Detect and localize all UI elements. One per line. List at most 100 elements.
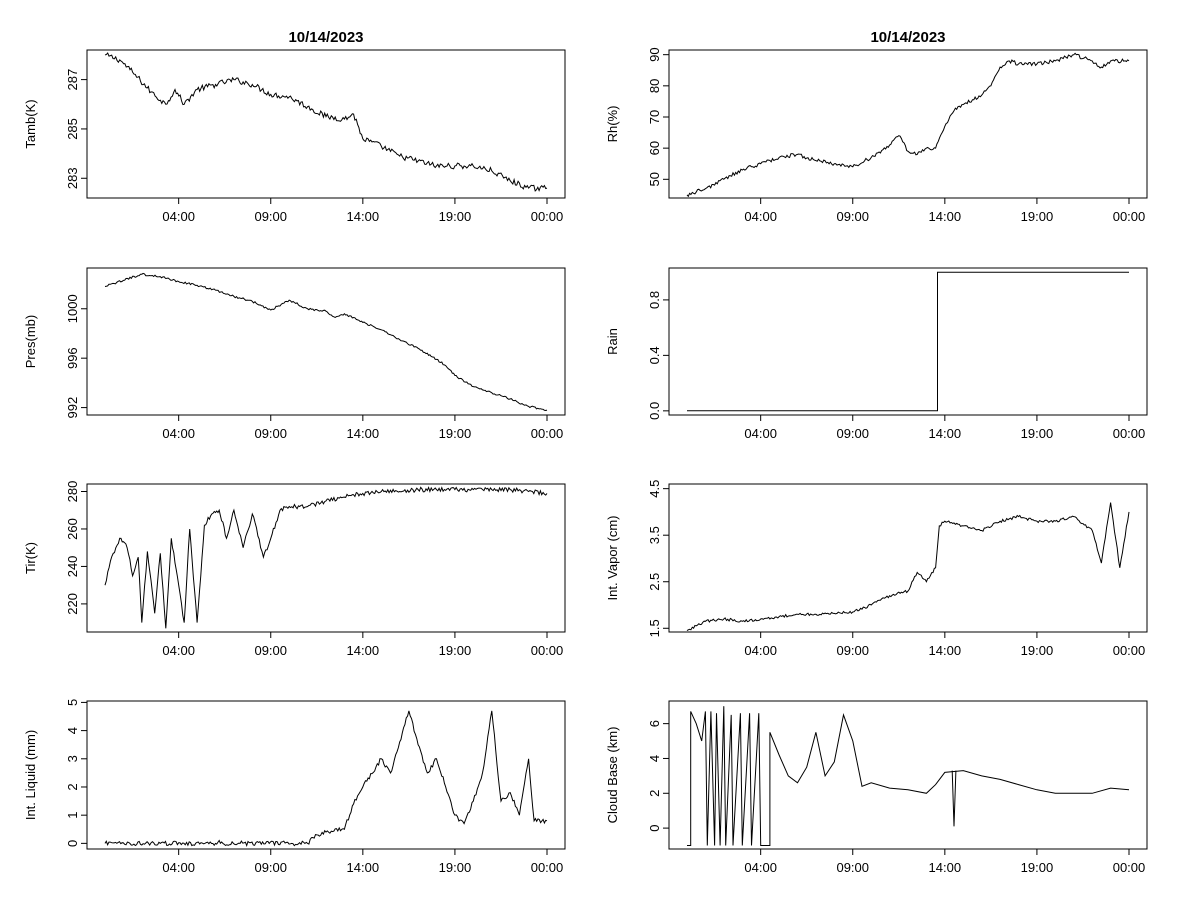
series-line-1 (104, 486, 548, 629)
x-tick-label: 19:00 (1021, 209, 1054, 224)
y-axis-label: Rh(%) (605, 106, 620, 143)
title-left: 10/14/2023 (288, 29, 363, 46)
y-tick-label: 60 (647, 141, 662, 155)
plot-frame (668, 700, 1148, 850)
y-tick-label: 5 (65, 699, 80, 706)
y-tick-label: 240 (65, 556, 80, 578)
y-tick-label: 2 (647, 790, 662, 797)
x-tick-label: 04:00 (744, 860, 777, 875)
y-axis-label: Cloud Base (km) (605, 727, 620, 824)
x-tick-label: 00:00 (1113, 426, 1146, 441)
x-tick-label: 00:00 (531, 209, 564, 224)
series-line-1 (104, 52, 548, 192)
x-tick-label: 04:00 (162, 209, 195, 224)
panel-1: 04:00 09:00 14:00 19:00 00:00 283 285 287 Tamb(K… (23, 49, 566, 224)
x-tick-label: 14:00 (347, 209, 380, 224)
panel-7: 04:00 09:00 14:00 19:00 00:00 0 1 2 3 4 5 Int. Liqu… (23, 699, 566, 875)
y-tick-label: 280 (65, 481, 80, 503)
x-tick-label: 00:00 (531, 643, 564, 658)
y-tick-label: 283 (65, 167, 80, 189)
x-tick-label: 19:00 (439, 643, 472, 658)
x-tick-label: 14:00 (929, 643, 962, 658)
plot-frame (86, 483, 566, 633)
plot-frame (86, 267, 566, 416)
y-tick-label: 4.5 (647, 480, 662, 498)
y-tick-label: 0.8 (647, 291, 662, 309)
x-tick-label: 04:00 (162, 643, 195, 658)
series-line-1 (104, 272, 548, 412)
y-tick-label: 996 (65, 347, 80, 369)
y-tick-label: 4 (647, 755, 662, 762)
y-axis-label: Tamb(K) (23, 99, 38, 148)
y-tick-label: 0 (65, 840, 80, 847)
y-tick-label: 287 (65, 69, 80, 91)
y-tick-label: 1.5 (647, 619, 662, 637)
title-right: 10/14/2023 (870, 29, 945, 46)
x-tick-label: 04:00 (744, 209, 777, 224)
y-tick-label: 6 (647, 720, 662, 727)
x-tick-label: 00:00 (1113, 643, 1146, 658)
x-tick-label: 04:00 (162, 426, 195, 441)
x-tick-label: 14:00 (347, 643, 380, 658)
y-tick-label: 90 (647, 47, 662, 61)
y-tick-label: 80 (647, 79, 662, 93)
y-axis-label: Int. Vapor (cm) (605, 515, 620, 600)
x-tick-label: 09:00 (254, 209, 287, 224)
x-tick-label: 19:00 (439, 860, 472, 875)
x-tick-label: 19:00 (1021, 860, 1054, 875)
series-line-1 (686, 52, 1130, 198)
y-axis-label: Tir(K) (23, 542, 38, 574)
y-tick-label: 992 (65, 397, 80, 419)
y-tick-label: 1000 (65, 294, 80, 323)
x-tick-label: 09:00 (836, 860, 869, 875)
panel-8: 04:00 09:00 14:00 19:00 00:00 0 2 4 6 Cloud Base … (605, 700, 1148, 875)
x-tick-label: 00:00 (1113, 209, 1146, 224)
y-tick-label: 220 (65, 593, 80, 615)
x-tick-label: 00:00 (1113, 860, 1146, 875)
x-tick-label: 14:00 (347, 426, 380, 441)
x-tick-label: 14:00 (929, 426, 962, 441)
x-tick-label: 00:00 (531, 426, 564, 441)
panel-6: 04:00 09:00 14:00 19:00 00:00 1.5 2.5 3.5 4.5 Int… (605, 480, 1148, 658)
x-tick-label: 09:00 (254, 860, 287, 875)
x-tick-label: 19:00 (1021, 643, 1054, 658)
y-axis-label: Rain (605, 328, 620, 355)
x-tick-label: 09:00 (254, 426, 287, 441)
series-line-1 (687, 271, 1129, 412)
series-line-1 (687, 706, 1130, 846)
x-tick-label: 09:00 (836, 643, 869, 658)
y-tick-label: 70 (647, 110, 662, 124)
panel-3: 04:00 09:00 14:00 19:00 00:00 992 996 1000 Pres(… (23, 267, 566, 441)
x-tick-label: 09:00 (836, 426, 869, 441)
y-axis-label: Pres(mb) (23, 315, 38, 368)
x-tick-label: 19:00 (439, 209, 472, 224)
y-tick-label: 1 (65, 812, 80, 819)
y-axis-label: Int. Liquid (mm) (23, 730, 38, 820)
y-tick-label: 4 (65, 727, 80, 734)
x-tick-label: 14:00 (929, 860, 962, 875)
y-tick-label: 0.4 (647, 346, 662, 364)
x-tick-label: 19:00 (1021, 426, 1054, 441)
plot-frame (668, 49, 1148, 199)
y-tick-label: 2 (65, 783, 80, 790)
plot-frame (668, 267, 1148, 416)
series-line-1 (104, 710, 548, 847)
x-tick-label: 09:00 (836, 209, 869, 224)
x-tick-label: 14:00 (347, 860, 380, 875)
series-line-2 (951, 770, 957, 827)
y-tick-label: 285 (65, 118, 80, 140)
panel-5: 04:00 09:00 14:00 19:00 00:00 220 240 260 280 Tir… (23, 481, 566, 658)
panel-4: 04:00 09:00 14:00 19:00 00:00 0.0 0.4 0.8 Rain (605, 267, 1148, 441)
y-tick-label: 3.5 (647, 526, 662, 544)
y-tick-label: 3 (65, 755, 80, 762)
x-tick-label: 14:00 (929, 209, 962, 224)
series-line-1 (686, 502, 1130, 632)
x-tick-label: 09:00 (254, 643, 287, 658)
plot-frame (86, 49, 566, 199)
x-tick-label: 04:00 (744, 426, 777, 441)
x-tick-label: 04:00 (744, 643, 777, 658)
y-tick-label: 260 (65, 518, 80, 540)
y-tick-label: 50 (647, 172, 662, 186)
x-tick-label: 04:00 (162, 860, 195, 875)
